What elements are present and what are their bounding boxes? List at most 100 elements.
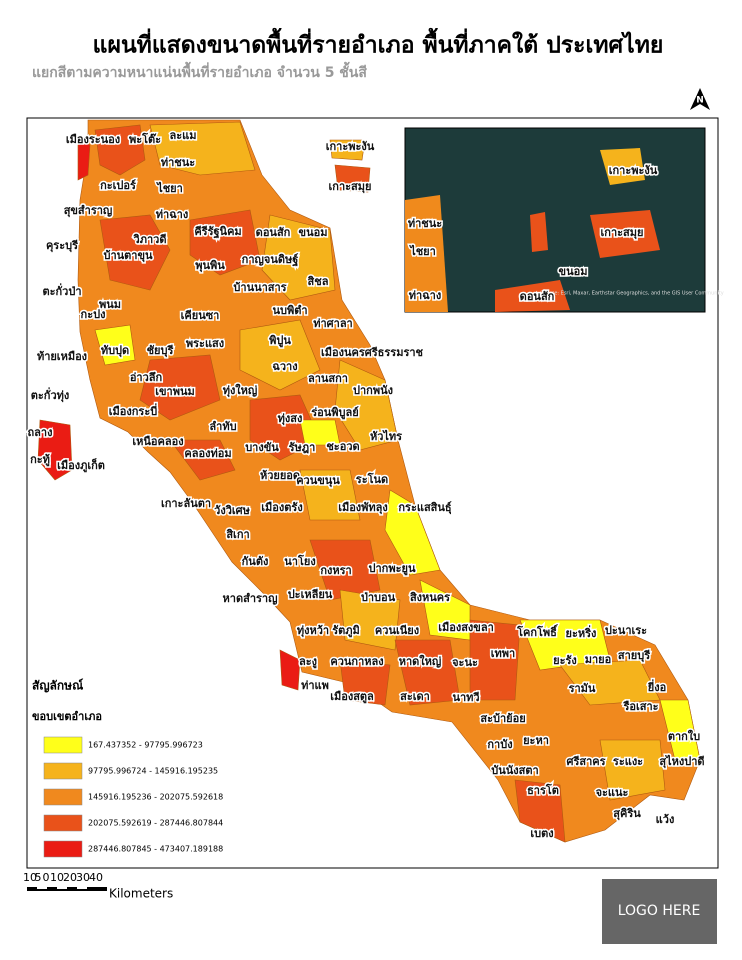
inset-island <box>600 148 645 185</box>
district-label: กาบัง <box>487 738 512 751</box>
district-label: เมืองสงขลา <box>438 621 494 634</box>
district-label: ลำทับ <box>209 420 236 433</box>
inset-label: ท่าฉาง <box>409 289 441 302</box>
district-label: จะนะ <box>452 656 478 669</box>
district-label: ชะอวด <box>326 440 359 453</box>
district-label: ธารโต <box>527 783 559 797</box>
district-label: ตะกั่วทุ่ง <box>31 387 70 403</box>
attribution: Source: Esri, Maxar, Earthstar Geographi… <box>540 291 724 297</box>
district-label: ปากพนัง <box>353 384 393 397</box>
district-label: คีรีรัฐนิคม <box>194 225 241 239</box>
district-label: ยะหา <box>523 734 549 747</box>
district-label: ทุ่งใหญ่ <box>223 383 258 398</box>
legend-subtitle: ขอบเขตอำเภอ <box>32 710 102 723</box>
legend-swatch <box>43 736 83 754</box>
district-label: เมืองตรัง <box>261 501 302 514</box>
district-label: โคกโพธิ์ <box>516 624 558 639</box>
district-label: ละงู <box>299 655 317 669</box>
district-label: เมืองกระบี่ <box>109 403 157 418</box>
scale-bar: Kilometers <box>27 887 173 901</box>
district-label: วังวิเศษ <box>214 504 250 517</box>
district-label: สะบ้าย้อย <box>480 712 525 725</box>
district-label: เคียนซา <box>181 309 220 322</box>
legend: สัญลักษณ์ ขอบเขตอำเภอ <box>32 679 102 724</box>
legend-swatch <box>43 814 83 832</box>
district-label: ระแงะ <box>613 755 643 768</box>
district-label: บางขัน <box>245 441 279 454</box>
inset-label: ท่าชนะ <box>408 217 442 230</box>
district-label: ร่อนพิบูลย์ <box>311 406 358 420</box>
district-label: กงหรา <box>320 564 351 577</box>
scale-tick-label: 0 <box>43 871 50 884</box>
district-label: สิงหนคร <box>410 591 451 604</box>
district-label: รือเสาะ <box>622 700 658 713</box>
district-label: สิชล <box>307 275 328 288</box>
district-label: ควนกาหลง <box>330 655 383 668</box>
logo: LOGO HERE <box>618 903 701 919</box>
inset-island <box>590 210 660 258</box>
district-label: เมืองนครศรีธรรมราช <box>321 346 424 359</box>
district-label: ตากใบ <box>668 729 700 743</box>
district-label: พิปูน <box>269 334 291 348</box>
district-label: ตะกั่วป่า <box>42 283 81 298</box>
district-label: เมืองสตูล <box>330 690 374 704</box>
legend-swatch <box>43 840 83 858</box>
inset-land <box>405 195 448 312</box>
legend-label: 97795.996724 - 145916.195235 <box>88 767 218 776</box>
district-label: ห้วยยอด <box>260 469 300 482</box>
district-label: เหนือคลอง <box>132 435 183 448</box>
inset-label: เกาะพะงัน <box>609 164 658 177</box>
district-label: ป่าบอน <box>361 591 396 604</box>
district-label: ชัยบุรี <box>147 344 174 358</box>
district-label: รามัน <box>569 682 596 695</box>
district-label: นาทวี <box>452 691 479 704</box>
legend-label: 145916.195236 - 202075.592618 <box>88 793 223 802</box>
district-label: มายอ <box>585 653 611 666</box>
inset-label: ไชยา <box>408 244 436 258</box>
inset-label: เกาะสมุย <box>601 226 644 240</box>
district-label: บ้านนาสาร <box>233 281 286 294</box>
district-label: ท้ายเหมือง <box>37 350 87 363</box>
district-label: รัตภูมิ <box>332 624 360 638</box>
district-label: สุไหงปาดี <box>659 754 704 769</box>
inset-label: ดอนสัก <box>520 290 555 303</box>
district-label: พระแสง <box>186 337 224 350</box>
district-label: แว้ง <box>656 813 675 826</box>
district-label: ดอนสัก <box>256 226 291 239</box>
district-label: กระแสสินธุ์ <box>398 501 452 515</box>
district-label: ขนอม <box>299 226 328 239</box>
district-label: เบตง <box>530 827 553 840</box>
district-label: คลองท่อม <box>184 447 231 460</box>
district-label: ทุ่งสง <box>278 412 303 426</box>
scale-unit: Kilometers <box>109 887 173 901</box>
district-label: ควนขนุน <box>296 474 340 488</box>
legend-swatch <box>43 762 83 780</box>
district-label: ศรีสาคร <box>566 755 605 768</box>
legend-label: 167.437352 - 97795.996723 <box>88 741 203 750</box>
scale-tick-label: 20 <box>63 871 77 884</box>
district-label: ปากพะยูน <box>369 562 416 576</box>
district-label: ถลาง <box>28 426 53 439</box>
district-label: ยะรัง <box>553 654 577 667</box>
district-label: พะโต๊ะ <box>129 132 161 146</box>
district-label: เมืองภูเก็ต <box>57 458 105 473</box>
title: แผนที่แสดงขนาดพื้นที่รายอำเภอ พื้นที่ภาค… <box>93 28 664 59</box>
north-label: N <box>696 96 704 106</box>
district-label: สุขสำราญ <box>64 204 113 218</box>
district-label: ปะเหลียน <box>288 588 333 601</box>
district-label: พนม <box>99 298 121 311</box>
district-label: สิเกา <box>226 528 250 541</box>
district-label: นบพิตำ <box>272 304 307 317</box>
district-label: เมืองระนอง <box>66 133 120 146</box>
district-label: ยะหริ่ง <box>566 625 597 640</box>
district-label: ท่าชนะ <box>161 156 195 169</box>
district-label: หาดใหญ่ <box>399 654 442 668</box>
legend-label: 287446.807845 - 473407.189188 <box>88 845 223 854</box>
north-arrow: N <box>690 88 710 110</box>
district-label: กันตัง <box>242 555 269 568</box>
district-label: ควนเนียง <box>375 624 419 637</box>
subtitle: แยกสีตามความหนาแน่นพื้นที่รายอำเภอ จำนวน… <box>32 61 367 81</box>
scale-tick-label: 40 <box>89 871 103 884</box>
